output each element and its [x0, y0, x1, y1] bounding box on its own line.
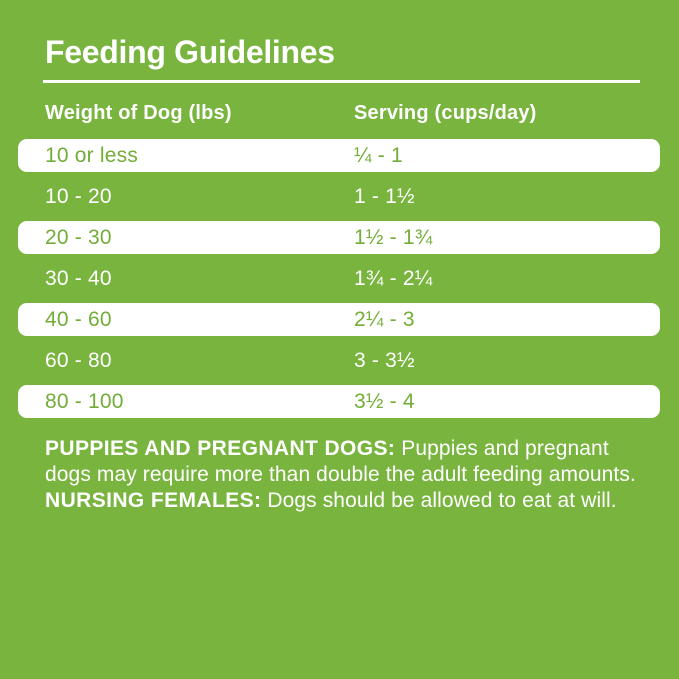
- serving-cell: 1¾ - 2¼: [354, 266, 433, 290]
- table-row: 30 - 40 1¾ - 2¼: [18, 262, 660, 295]
- table-row: 80 - 100 3½ - 4: [18, 385, 660, 418]
- serving-cell: 3 - 3½: [354, 348, 415, 372]
- page-title: Feeding Guidelines: [45, 34, 335, 70]
- title-divider: [43, 80, 640, 83]
- serving-cell: 2¼ - 3: [354, 307, 415, 331]
- weight-cell: 60 - 80: [45, 348, 112, 372]
- serving-cell: ¼ - 1: [354, 143, 403, 167]
- table-row: 10 - 20 1 - 1½: [18, 180, 660, 213]
- table-row: 60 - 80 3 - 3½: [18, 344, 660, 377]
- puppies-pregnant-label: PUPPIES AND PREGNANT DOGS:: [45, 437, 396, 460]
- column-header-serving: Serving (cups/day): [354, 102, 537, 124]
- puppies-pregnant-text: Puppies and pregnant dogs may require mo…: [45, 437, 636, 486]
- feeding-notes: PUPPIES AND PREGNANT DOGS: Puppies and p…: [45, 436, 637, 514]
- weight-cell: 20 - 30: [45, 225, 112, 249]
- column-header-weight: Weight of Dog (lbs): [45, 102, 232, 124]
- weight-cell: 10 - 20: [45, 184, 112, 208]
- table-header-row: Weight of Dog (lbs) Serving (cups/day): [45, 103, 634, 123]
- nursing-females-label: NURSING FEMALES:: [45, 489, 262, 512]
- weight-cell: 30 - 40: [45, 266, 112, 290]
- weight-cell: 80 - 100: [45, 389, 124, 413]
- feeding-table: 10 or less ¼ - 1 10 - 20 1 - 1½ 20 - 30 …: [18, 139, 660, 418]
- table-row: 10 or less ¼ - 1: [18, 139, 660, 172]
- table-row: 40 - 60 2¼ - 3: [18, 303, 660, 336]
- weight-cell: 40 - 60: [45, 307, 112, 331]
- weight-cell: 10 or less: [45, 143, 139, 167]
- serving-cell: 3½ - 4: [354, 389, 415, 413]
- serving-cell: 1½ - 1¾: [354, 225, 433, 249]
- nursing-females-text: Dogs should be allowed to eat at will.: [261, 489, 617, 512]
- serving-cell: 1 - 1½: [354, 184, 415, 208]
- table-row: 20 - 30 1½ - 1¾: [18, 221, 660, 254]
